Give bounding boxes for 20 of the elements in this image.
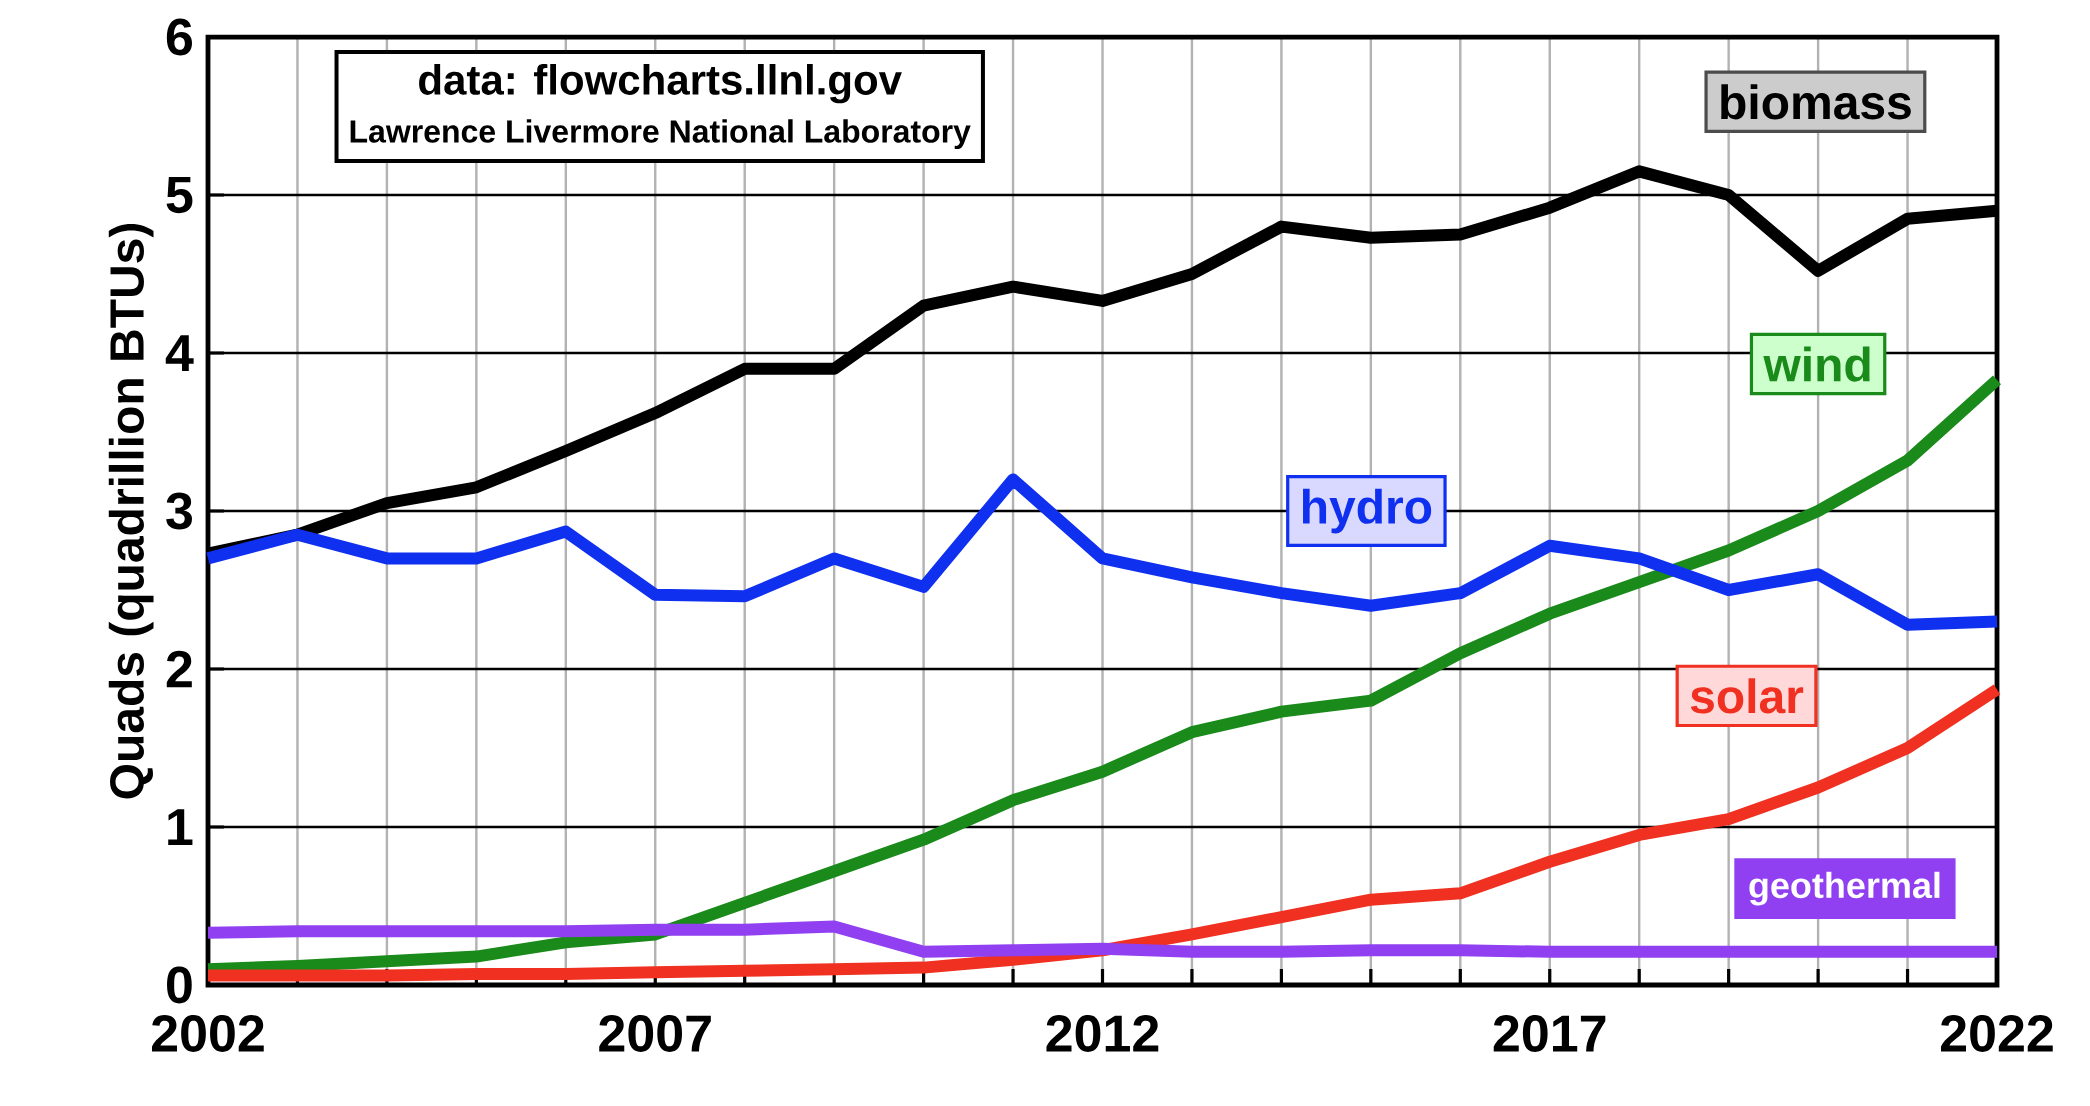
- series-label: wind: [1763, 346, 1870, 382]
- y-tick-label: 2: [166, 650, 192, 688]
- y-axis-title: Quads (quadrillion BTUs): [108, 224, 154, 799]
- x-tick-label: 2017: [1493, 1015, 1606, 1052]
- y-tick-label: 1: [168, 809, 193, 845]
- series-label: solar: [1690, 678, 1804, 714]
- series-label: hydro: [1303, 488, 1432, 534]
- x-tick-label: 2007: [599, 1015, 711, 1052]
- y-tick-label: 6: [166, 18, 192, 56]
- y-tick-label: 4: [165, 335, 194, 371]
- x-tick-label: 2022: [1940, 1015, 2053, 1052]
- y-tick-label: 3: [166, 492, 192, 530]
- x-tick-label: 2002: [151, 1015, 264, 1052]
- series-label: biomass: [1721, 84, 1911, 120]
- x-tick-label: 2012: [1046, 1015, 1159, 1052]
- annotation: data: flowcharts.llnl.gov: [419, 64, 902, 104]
- series-label: geothermal: [1749, 871, 1940, 906]
- y-tick-label: 0: [167, 966, 192, 1004]
- annotation: Lawrence Livermore National Laboratory: [350, 119, 971, 150]
- y-tick-label: 5: [166, 176, 193, 214]
